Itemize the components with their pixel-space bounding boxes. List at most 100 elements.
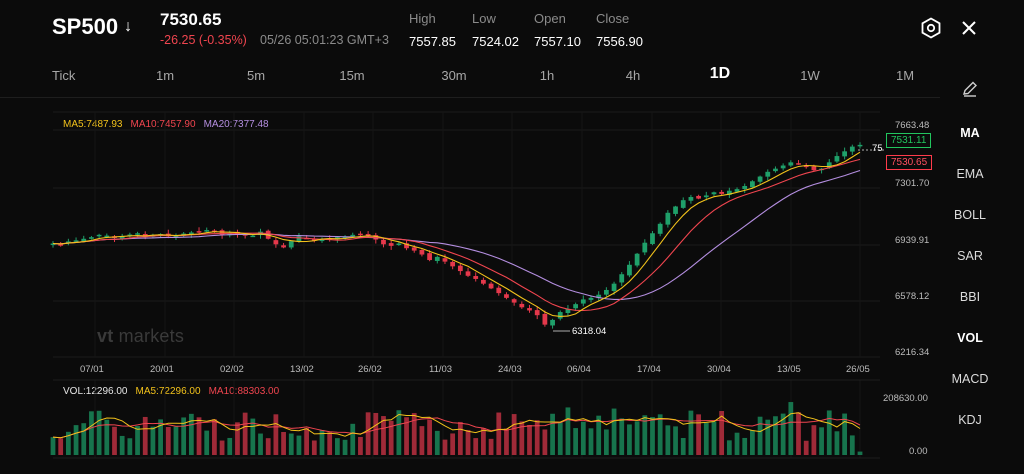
draw-pencil-icon[interactable] [958, 77, 982, 101]
indicator-ema[interactable]: EMA [956, 167, 984, 181]
volume-bar [580, 421, 586, 455]
tab-tick[interactable]: Tick [52, 68, 76, 83]
stat-open: Open 7557.10 [534, 11, 581, 49]
candle-body [81, 238, 87, 242]
tab-1m[interactable]: 1m [155, 68, 175, 83]
candle-body [319, 239, 325, 242]
candle-body [557, 312, 563, 319]
volume-bar [81, 423, 87, 455]
volume-bar [557, 422, 563, 455]
date-tick: 06/04 [567, 364, 591, 375]
candle-body [350, 234, 356, 237]
volume-bar [619, 418, 625, 455]
volume-bar [788, 402, 794, 455]
candle-body [773, 168, 778, 172]
vol-ma10-value: MA10:88303.00 [208, 386, 280, 397]
candle-body [857, 144, 863, 147]
volume-bar [542, 429, 548, 455]
volume-bar [719, 411, 725, 455]
current-price-tag-red: 7530.65 [886, 155, 933, 170]
volume-bar [504, 428, 509, 455]
tab-1w[interactable]: 1W [800, 68, 820, 83]
volume-bar [342, 439, 348, 455]
candle-body [173, 235, 179, 238]
indicator-sar[interactable]: SAR [957, 249, 983, 263]
volume-bar [627, 424, 632, 455]
date-tick: 13/05 [777, 364, 801, 375]
volume-bar [58, 438, 64, 455]
stat-close: Close 7556.90 [596, 11, 643, 49]
stat-value: 7524.02 [472, 34, 519, 49]
volume-bar [327, 432, 333, 455]
volume-bar [742, 437, 748, 455]
volume-bar [849, 435, 855, 455]
volume-ma-lines [52, 412, 861, 439]
indicator-macd[interactable]: MACD [951, 372, 989, 386]
stat-label: Low [472, 11, 496, 26]
candle-body [849, 146, 855, 152]
candle-body [504, 294, 509, 298]
date-tick: 17/04 [637, 364, 661, 375]
ma5-line [52, 151, 861, 317]
symbol-selector[interactable]: SP500 ↓ [52, 14, 132, 40]
volume-bar [227, 437, 233, 455]
candle-body [288, 241, 294, 248]
candle-body [58, 244, 64, 246]
quote-timestamp: 05/26 05:01:23 GMT+3 [260, 33, 389, 47]
volume-bar [258, 433, 263, 455]
candle-body [834, 156, 840, 162]
tab-1month[interactable]: 1M [895, 68, 915, 83]
indicator-vol[interactable]: VOL [957, 331, 983, 345]
volume-bar [550, 413, 555, 455]
indicator-kdj[interactable]: KDJ [958, 413, 982, 427]
candle-body [411, 247, 417, 251]
stat-label: Close [596, 11, 630, 26]
candle-body [588, 297, 594, 300]
indicator-boll[interactable]: BOLL [954, 208, 986, 222]
settings-hexagon-icon[interactable] [919, 16, 943, 40]
candle-body [73, 240, 79, 242]
volume-bar [642, 415, 648, 455]
volume-bar [296, 435, 302, 455]
candle-body [780, 165, 786, 169]
price-tick: 7301.70 [895, 178, 929, 189]
volume-bar [265, 438, 271, 455]
candle-body [404, 243, 409, 249]
volume-bar [796, 412, 801, 455]
price-tick: 6939.91 [895, 235, 929, 246]
price-tick: 6216.34 [895, 347, 929, 358]
tab-4h[interactable]: 4h [625, 68, 641, 83]
volume-bar [411, 413, 417, 455]
candle-body [457, 265, 463, 272]
candle-body [550, 319, 555, 326]
volume-bar [603, 429, 609, 455]
volume-bar [396, 410, 402, 455]
stat-high: High 7557.85 [409, 11, 456, 49]
tab-30m[interactable]: 30m [441, 68, 467, 83]
tab-5m[interactable]: 5m [246, 68, 266, 83]
tab-1d[interactable]: 1D [709, 65, 731, 82]
tab-1h[interactable]: 1h [539, 68, 555, 83]
volume-bar [388, 420, 394, 455]
arrow-down-icon: ↓ [124, 18, 133, 35]
candle-body [696, 195, 701, 199]
indicator-ma[interactable]: MA [960, 126, 980, 140]
volume-bar [73, 425, 79, 455]
volume-bar [673, 426, 678, 455]
indicator-bbi[interactable]: BBI [959, 290, 981, 304]
candle-body [334, 237, 340, 240]
candle-body [673, 206, 678, 214]
volume-bar [434, 430, 440, 455]
candle-body [273, 240, 279, 245]
volume-bar [273, 414, 279, 455]
candle-body [565, 308, 571, 314]
candle-body [473, 276, 479, 279]
tab-15m[interactable]: 15m [339, 68, 365, 83]
volume-bar [65, 431, 71, 455]
volume-bar [803, 440, 809, 455]
volume-bar [696, 414, 701, 455]
close-icon[interactable] [957, 16, 981, 40]
candle-body [657, 223, 663, 234]
candle-body [365, 234, 371, 236]
